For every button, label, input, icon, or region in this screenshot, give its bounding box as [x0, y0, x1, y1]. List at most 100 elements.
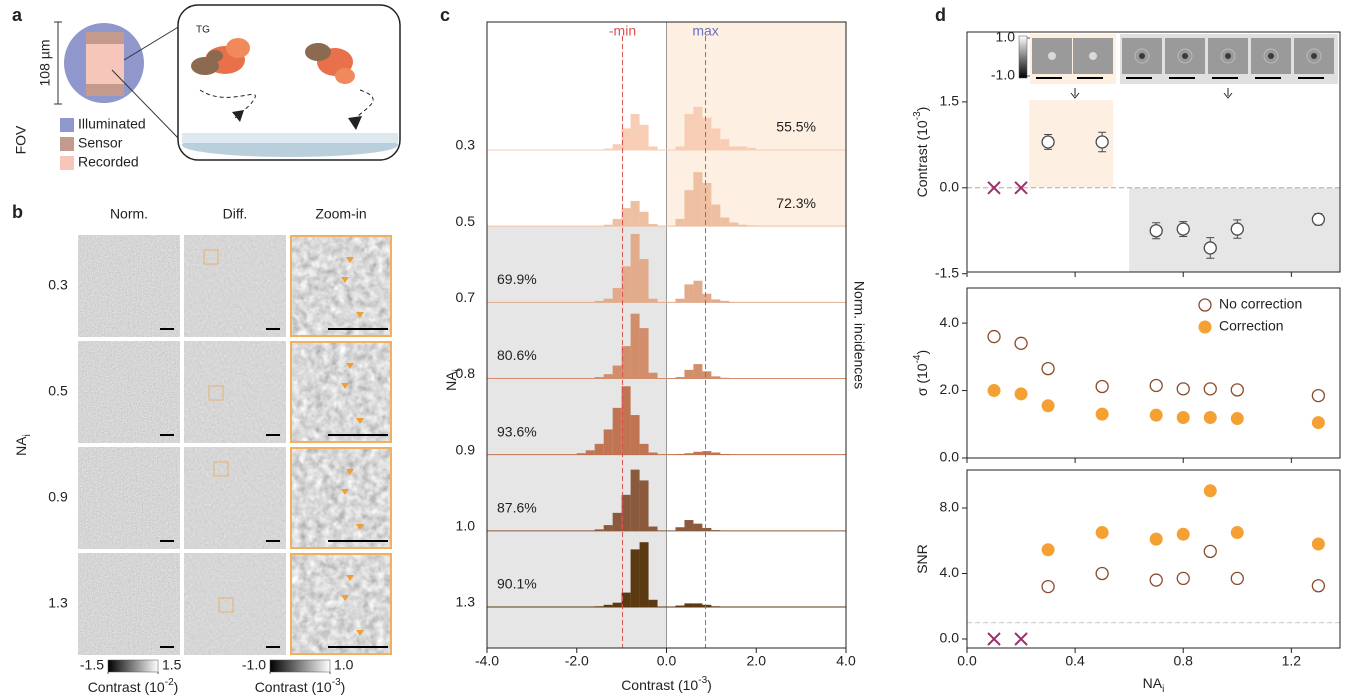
- hist-bar: [675, 218, 685, 227]
- image: [78, 447, 180, 549]
- row-annotation: 87.6%: [497, 500, 537, 516]
- row-annotation: 90.1%: [497, 576, 537, 592]
- hist-bar: [693, 364, 703, 379]
- hist-bar: [630, 114, 640, 150]
- open-circle-marker: [1176, 571, 1190, 586]
- inset-spot: [1268, 53, 1274, 59]
- trajectory: [199, 89, 256, 119]
- hist-bar: [594, 606, 604, 607]
- hist-bar: [594, 377, 604, 379]
- inset-colorbar: [1018, 35, 1028, 79]
- open-circle-marker: [1311, 212, 1326, 226]
- open-circle-marker: [1176, 382, 1190, 396]
- image: [78, 553, 180, 655]
- row-label: 0.9: [456, 441, 476, 457]
- hist-bar: [684, 190, 694, 227]
- inset-ring: [1306, 48, 1322, 64]
- x-tick-label: 0.0: [957, 653, 977, 669]
- hist-bar: [648, 599, 658, 607]
- x-tick-label: 0.4: [1065, 653, 1085, 669]
- reference-label: max: [692, 23, 718, 39]
- x-axis-label: Contrast (10-3): [621, 675, 712, 693]
- hist-bar: [630, 200, 640, 227]
- hist-bar: [702, 182, 712, 227]
- y-axis-label-part: i: [452, 369, 463, 371]
- inset-spot: [1311, 53, 1317, 59]
- molecule-part: [335, 68, 355, 84]
- hist-bar: [630, 233, 640, 303]
- inset-ring: [1220, 48, 1236, 64]
- hist-bar: [639, 480, 649, 531]
- inset-spot: [1139, 53, 1145, 59]
- colorbar-title-part: Contrast (10: [255, 679, 332, 695]
- y-axis-label: SNR: [914, 544, 930, 574]
- hist-bar: [693, 106, 703, 150]
- recorded-area: [86, 44, 124, 84]
- inset-images: [1032, 38, 1334, 79]
- column-header: Zoom-in: [315, 206, 366, 222]
- trajectory: [354, 89, 374, 121]
- y-tick-label: 4.0: [940, 314, 960, 330]
- y-axis-label-part: -3: [912, 111, 923, 120]
- y-tick-label: 0.0: [940, 630, 960, 646]
- hist-bar: [594, 300, 604, 303]
- y-axis-label: Contrast (10-3): [912, 107, 930, 198]
- open-circle-marker: [987, 329, 1001, 344]
- row-label: 0.3: [48, 277, 68, 293]
- hist-bar: [720, 377, 730, 379]
- row-label: 1.3: [48, 595, 68, 611]
- panel-letter: c: [440, 5, 450, 25]
- molecule-part: [305, 43, 331, 61]
- hist-bar: [630, 415, 640, 455]
- legend-label: Sensor: [78, 135, 123, 151]
- image-border: [290, 341, 392, 443]
- colorbar-label: 1.0: [334, 657, 354, 673]
- image-border: [290, 447, 392, 549]
- x-tick-label: 2.0: [747, 653, 767, 669]
- hist-bar: [675, 527, 685, 531]
- hist-bar: [675, 377, 685, 379]
- hist-bar: [648, 146, 658, 150]
- x-tick-label: -4.0: [475, 653, 499, 669]
- hist-bar: [684, 520, 694, 531]
- open-circle-marker: [1230, 222, 1244, 236]
- hist-bar: [702, 293, 712, 303]
- colorbar: [107, 659, 159, 673]
- hist-bar: [630, 549, 640, 607]
- circle-marker: [987, 384, 1001, 398]
- hist-bar: [585, 450, 595, 455]
- hist-bar: [684, 603, 694, 607]
- open-circle-marker: [1095, 566, 1109, 581]
- colorbar-title-part: Contrast (10: [88, 679, 165, 695]
- hist-bar: [693, 172, 703, 227]
- hist-bar: [684, 284, 694, 303]
- y-axis-label: σ (10-4): [912, 350, 930, 396]
- y2-axis-label: Norm. incidences: [851, 281, 867, 389]
- inset-ring: [1263, 48, 1279, 64]
- hist-bar: [639, 124, 649, 150]
- hist-bar: [603, 374, 613, 379]
- plot-frame: [966, 469, 1341, 649]
- row-label: 0.5: [456, 213, 476, 229]
- hist-bar: [603, 429, 613, 455]
- hist-bar: [621, 494, 631, 531]
- marker-triangle: [341, 383, 349, 389]
- hist-bar: [693, 451, 703, 455]
- hist-bar: [702, 604, 712, 607]
- colorbar-title: Contrast (10-3): [255, 677, 346, 695]
- x-tick-label: 4.0: [836, 653, 856, 669]
- image: [290, 235, 392, 337]
- legend-swatch: [60, 156, 74, 170]
- hist-bar: [621, 266, 631, 303]
- hist-bar: [729, 146, 739, 150]
- marker-triangle: [346, 469, 354, 475]
- circle-marker: [1041, 543, 1055, 557]
- open-circle-marker: [1176, 222, 1190, 236]
- legend-label: No correction: [1219, 296, 1302, 312]
- inset-spot: [1048, 52, 1056, 60]
- hist-bar: [639, 211, 649, 227]
- marker-triangle: [341, 489, 349, 495]
- marker-triangle: [356, 524, 364, 530]
- circle-marker: [1203, 411, 1217, 425]
- fov-size: 108 µm: [37, 40, 53, 87]
